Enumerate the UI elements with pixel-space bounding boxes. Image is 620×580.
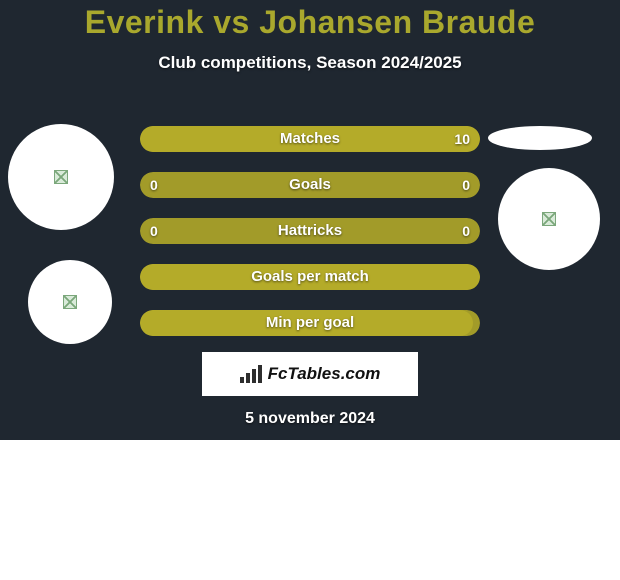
page-title: Everink vs Johansen Braude <box>0 4 620 41</box>
stat-value-left: 0 <box>150 218 158 244</box>
brand-text: FcTables.com <box>268 364 381 384</box>
stat-value-right: 10 <box>454 126 470 152</box>
stat-row: Goals0 0 <box>140 172 480 198</box>
avatar-bot-left <box>28 260 112 344</box>
stat-value-left: 0 <box>150 172 158 198</box>
placeholder-icon <box>542 212 556 226</box>
stat-row: Hattricks0 0 <box>140 218 480 244</box>
ellipse-top-right <box>488 126 592 150</box>
stat-row: Goals per match <box>140 264 480 290</box>
placeholder-icon <box>63 295 77 309</box>
avatar-mid-right <box>498 168 600 270</box>
stat-value-right: 0 <box>462 218 470 244</box>
stat-label: Matches <box>140 126 480 152</box>
date-line: 5 november 2024 <box>0 410 620 428</box>
stats-container: Matches10Goals00Hattricks00Goals per mat… <box>140 126 480 356</box>
stat-label: Goals <box>140 172 480 198</box>
stat-label: Hattricks <box>140 218 480 244</box>
brand-badge[interactable]: FcTables.com <box>202 352 418 396</box>
stat-label: Min per goal <box>140 310 480 336</box>
placeholder-icon <box>54 170 68 184</box>
subtitle: Club competitions, Season 2024/2025 <box>0 53 620 73</box>
brand-bars-icon <box>240 365 262 383</box>
stat-value-right: 0 <box>462 172 470 198</box>
avatar-top-left <box>8 124 114 230</box>
stat-label: Goals per match <box>140 264 480 290</box>
stat-row: Matches10 <box>140 126 480 152</box>
stat-row: Min per goal <box>140 310 480 336</box>
